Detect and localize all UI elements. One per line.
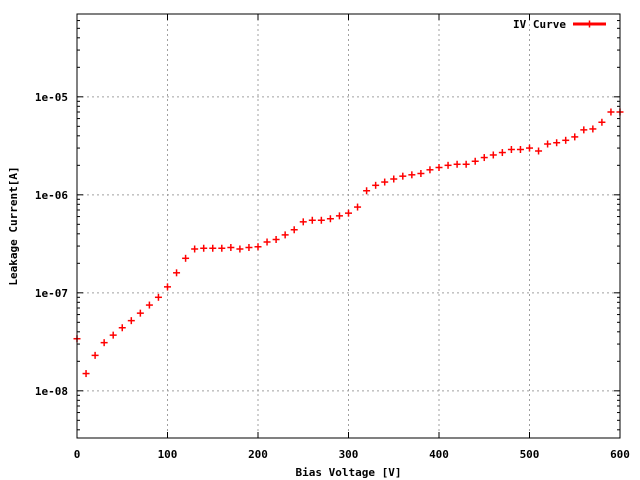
data-point: [372, 181, 380, 189]
legend: IV Curve: [513, 18, 606, 31]
data-point: [100, 339, 108, 347]
data-point: [200, 244, 208, 252]
y-tick-label: 1e-07: [35, 287, 68, 300]
x-axis-title: Bias Voltage [V]: [296, 466, 402, 479]
x-tick-label: 100: [158, 448, 178, 461]
data-point: [227, 244, 235, 252]
data-point: [345, 209, 352, 217]
data-point: [173, 269, 181, 277]
data-point: [516, 146, 524, 154]
y-tick-label: 1e-06: [35, 189, 68, 202]
data-point: [507, 146, 515, 154]
data-point: [236, 245, 244, 253]
data-point: [164, 283, 171, 291]
data-point: [589, 125, 597, 133]
data-point: [435, 163, 443, 171]
data-point: [444, 161, 452, 169]
data-point: [480, 154, 488, 162]
data-point: [390, 175, 398, 183]
data-point: [417, 170, 425, 178]
data-point: [399, 172, 407, 180]
data-point: [335, 212, 343, 220]
x-tick-label: 600: [610, 448, 630, 461]
points-layer: [73, 108, 624, 378]
data-point: [526, 144, 533, 152]
data-point: [308, 216, 316, 224]
y-tick-label: 1e-05: [35, 91, 68, 104]
data-point: [127, 317, 135, 325]
data-point: [471, 157, 479, 165]
data-point: [91, 351, 99, 359]
data-point: [607, 108, 615, 116]
data-point: [535, 147, 543, 155]
data-point: [118, 324, 126, 332]
x-tick-label: 400: [429, 448, 449, 461]
data-point: [136, 309, 144, 317]
data-point: [299, 218, 307, 226]
data-point: [408, 171, 416, 179]
data-point: [272, 235, 280, 243]
data-point: [209, 244, 217, 252]
legend-label: IV Curve: [513, 18, 566, 31]
legend-swatch-marker: [586, 20, 593, 28]
data-point: [544, 140, 552, 148]
data-point: [82, 370, 90, 378]
data-point: [263, 238, 271, 246]
data-point: [254, 243, 262, 251]
data-point: [580, 126, 588, 134]
data-point: [426, 166, 434, 174]
data-point: [218, 244, 226, 252]
legend-marker: [586, 20, 593, 28]
grid-layer: [77, 14, 620, 438]
y-tick-label: 1e-08: [35, 385, 68, 398]
data-point: [598, 118, 606, 126]
x-tick-label: 300: [339, 448, 359, 461]
data-point: [354, 203, 362, 211]
data-point: [145, 301, 153, 309]
data-point: [317, 216, 325, 224]
data-point: [245, 244, 253, 252]
data-point: [562, 136, 570, 144]
y-axis-title: Leakage Current[A]: [7, 166, 20, 285]
data-point: [462, 160, 470, 168]
data-point: [281, 231, 289, 239]
data-point: [326, 215, 334, 223]
plot-frame: [76, 13, 621, 439]
data-point: [109, 331, 117, 339]
data-point: [182, 254, 190, 262]
data-point: [290, 226, 298, 234]
x-tick-label: 0: [74, 448, 81, 461]
x-tick-label: 200: [248, 448, 268, 461]
data-point: [489, 151, 497, 159]
x-tick-label: 500: [520, 448, 540, 461]
data-point: [453, 160, 461, 168]
data-point: [553, 139, 561, 147]
data-point: [191, 245, 199, 253]
tick-layer: 0 100 200 300 400 500 600 1e-08 1e-07 1e-06 1e-05: [35, 14, 630, 461]
data-point: [154, 293, 162, 301]
data-point: [381, 178, 389, 186]
data-point: [498, 149, 506, 157]
data-point: [363, 187, 371, 195]
data-point: [571, 133, 579, 141]
